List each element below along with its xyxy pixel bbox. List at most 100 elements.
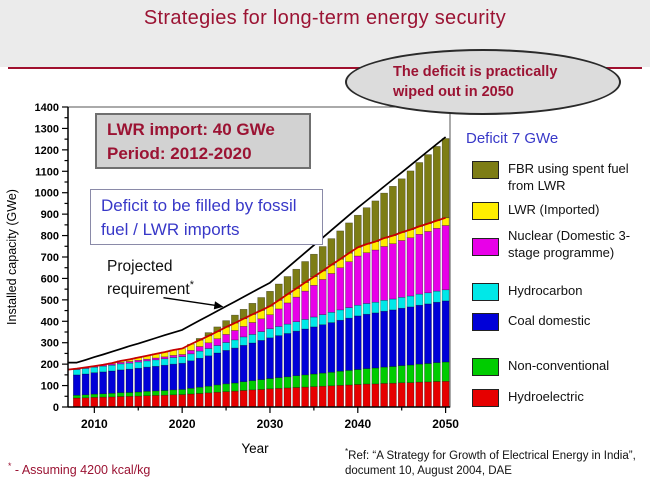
bar-segment	[301, 290, 309, 320]
title-divider-rule	[8, 67, 642, 69]
x-axis-title: Year	[241, 441, 269, 456]
bar-segment	[90, 397, 99, 408]
legend-coal-domestic-label: Coal domestic	[508, 313, 591, 328]
bar-segment	[345, 307, 353, 319]
bar-segment	[371, 249, 380, 303]
legend-nuclear-domestic-label: Nuclear (Domestic 3-stage programme)	[508, 228, 631, 260]
bar-segment	[275, 335, 283, 378]
bar-segment	[362, 303, 371, 315]
bar-segment	[415, 363, 424, 383]
bar-segment	[178, 394, 186, 408]
legend-lwr-imported-label: LWR (Imported)	[508, 202, 600, 217]
bar-segment	[424, 381, 432, 408]
bar-segment	[248, 334, 257, 344]
bar-segment	[406, 170, 415, 230]
bar-segment	[239, 336, 248, 346]
bar-segment	[248, 380, 257, 391]
legend-hydroelectric-swatch	[472, 389, 499, 407]
bar-segment	[318, 385, 327, 408]
y-axis-title: Installed capacity (GWe)	[5, 189, 19, 325]
legend-hydroelectric-label: Hydroelectric	[508, 389, 584, 404]
bar-segment	[143, 366, 151, 392]
deficit-7gwe-note: Deficit 7 GWe	[466, 130, 559, 147]
bar-segment	[248, 389, 257, 408]
bar-segment	[169, 357, 178, 365]
bar-segment	[239, 381, 248, 391]
legend-coal-domestic-swatch	[472, 313, 499, 331]
bar-segment	[108, 393, 116, 398]
bar-segment	[116, 396, 125, 408]
callout-line1: The deficit is practically	[393, 63, 558, 80]
callout-line2: wiped out in 2050	[393, 84, 514, 100]
bar-segment	[204, 385, 213, 394]
bar-segment	[301, 319, 309, 330]
bar-segment	[371, 312, 380, 369]
bar-segment	[397, 307, 406, 366]
legend-fbr-swatch	[472, 161, 499, 179]
legend-hydrocarbon: Hydrocarbon	[472, 283, 650, 301]
bar-segment	[187, 360, 195, 389]
x-tick-label: 2010	[81, 417, 108, 431]
bar-segment	[239, 390, 248, 408]
bar-segment	[222, 350, 230, 385]
bar-segment	[362, 252, 371, 304]
bar-segment	[318, 324, 327, 374]
bar-segment	[301, 386, 309, 408]
bar-segment	[160, 356, 169, 360]
legend-hydroelectric: Hydroelectric	[472, 389, 650, 407]
x-tick-label: 2040	[344, 417, 371, 431]
bar-segment	[441, 138, 450, 219]
bar-segment	[81, 394, 90, 399]
bar-segment	[283, 302, 292, 325]
bar-segment	[362, 368, 371, 385]
slide-title: Strategies for long-term energy security	[143, 7, 507, 29]
bar-segment	[257, 389, 265, 408]
bar-segment	[397, 365, 406, 383]
bar-segment	[108, 370, 116, 394]
bar-segment	[169, 355, 178, 358]
bar-segment	[318, 246, 327, 272]
bar-segment	[406, 382, 415, 408]
legend-hydrocarbon-label: Hydrocarbon	[508, 283, 583, 298]
bar-segment	[266, 314, 274, 329]
legend-nuclear-domestic: Nuclear (Domestic 3-stage programme)	[472, 228, 650, 262]
y-tick-label: 900	[41, 209, 59, 221]
legend-non-conventional-label: Non-conventional	[508, 358, 610, 373]
projected-arrow-line	[163, 297, 218, 307]
y-tick-label: 600	[41, 273, 59, 285]
bar-segment	[406, 364, 415, 383]
bar-segment	[134, 395, 143, 408]
legend-non-conventional-swatch	[472, 358, 499, 376]
bar-segment	[204, 355, 213, 387]
y-tick-label: 0	[53, 402, 59, 414]
bar-segment	[283, 333, 292, 378]
bar-segment	[152, 390, 160, 396]
bar-segment	[292, 375, 301, 388]
y-tick-label: 700	[41, 252, 59, 264]
bar-segment	[125, 396, 134, 408]
bar-segment	[125, 392, 134, 397]
bar-segment	[292, 330, 301, 376]
lwr-import-line1: LWR import: 40 GWe	[107, 120, 275, 139]
bar-segment	[152, 366, 160, 392]
footnote-reference: *Ref: “A Strategy for Growth of Electric…	[345, 447, 636, 477]
x-tick-label: 2050	[432, 417, 459, 431]
bar-segment	[178, 389, 186, 395]
bar-segment	[116, 363, 125, 371]
bar-segment	[336, 230, 344, 260]
bar-segment	[433, 146, 441, 221]
bar-segment	[327, 372, 336, 387]
bar-segment	[266, 388, 274, 408]
bar-segment	[415, 381, 424, 408]
bar-segment	[389, 382, 397, 408]
bar-segment	[354, 384, 362, 408]
stacked-bar-chart: 0 100 200 300 400 500 600 700 800 900 1000 1100 1200…	[5, 102, 459, 456]
bar-segment	[222, 383, 230, 392]
bar-segment	[336, 309, 344, 321]
bar-segment	[134, 367, 143, 393]
bar-segment	[327, 312, 336, 323]
bar-segment	[116, 392, 125, 397]
bar-segment	[99, 396, 107, 408]
bar-segment	[134, 391, 143, 397]
